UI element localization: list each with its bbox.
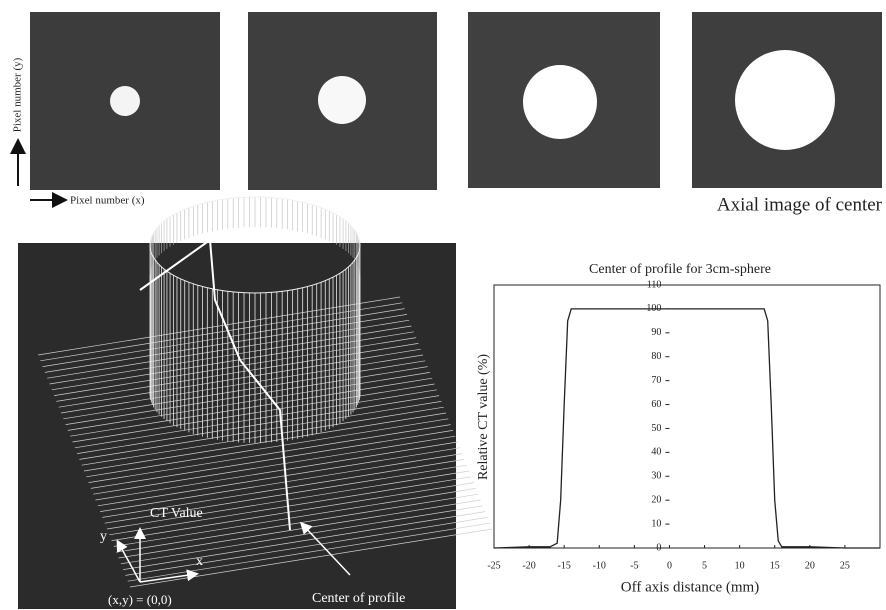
y-axis-title: Relative CT value (%) bbox=[476, 354, 491, 480]
x-tick-label: 25 bbox=[840, 560, 850, 571]
y-tick-label: 50 bbox=[651, 423, 661, 434]
x-tick-label: -20 bbox=[522, 560, 535, 571]
y-tick-label: 40 bbox=[651, 447, 661, 458]
surface-background bbox=[18, 243, 456, 609]
x-tick-label: 20 bbox=[805, 560, 815, 571]
z-label: CT Value bbox=[150, 506, 203, 521]
surface-plot bbox=[18, 197, 492, 609]
y-tick-label: 80 bbox=[651, 351, 661, 362]
annotation: Center of profile bbox=[312, 591, 405, 606]
axial-images bbox=[30, 12, 882, 190]
caption: Axial image of center bbox=[717, 194, 883, 215]
x-tick-label: 5 bbox=[702, 560, 707, 571]
x-tick-label: -5 bbox=[630, 560, 638, 571]
x-label: x bbox=[196, 554, 203, 569]
x-tick-label: 15 bbox=[770, 560, 780, 571]
y-tick-label: 0 bbox=[656, 542, 661, 553]
figure: Pixel number (y) Pixel number (x) Axial … bbox=[0, 0, 886, 610]
sphere-section bbox=[523, 65, 597, 139]
sphere-section bbox=[318, 76, 366, 124]
y-tick-label: 30 bbox=[651, 471, 661, 482]
x-tick-label: -10 bbox=[593, 560, 606, 571]
y-axis-label: Pixel number (y) bbox=[12, 57, 24, 132]
x-tick-label: 10 bbox=[735, 560, 745, 571]
y-tick-label: 20 bbox=[651, 494, 661, 505]
y-tick-label: 110 bbox=[647, 279, 662, 290]
x-tick-label: -25 bbox=[487, 560, 500, 571]
x-axis-title: Off axis distance (mm) bbox=[621, 579, 759, 595]
y-tick-label: 70 bbox=[651, 375, 661, 386]
y-tick-label: 90 bbox=[651, 327, 661, 338]
y-tick-label: 60 bbox=[651, 399, 661, 410]
y-label: y bbox=[100, 529, 107, 544]
sphere-section bbox=[110, 86, 140, 116]
x-tick-label: -15 bbox=[558, 560, 571, 571]
profile-chart: Center of profile for 3cm-sphere Relativ… bbox=[476, 262, 880, 595]
profile-line bbox=[494, 309, 880, 548]
y-tick-label: 10 bbox=[651, 518, 661, 529]
chart-title: Center of profile for 3cm-sphere bbox=[589, 262, 771, 277]
origin-label: (x,y) = (0,0) bbox=[108, 592, 172, 607]
sphere-section bbox=[735, 50, 835, 150]
x-axis-label: Pixel number (x) bbox=[70, 195, 145, 207]
plot-frame bbox=[494, 285, 880, 548]
x-tick-label: 0 bbox=[667, 560, 672, 571]
